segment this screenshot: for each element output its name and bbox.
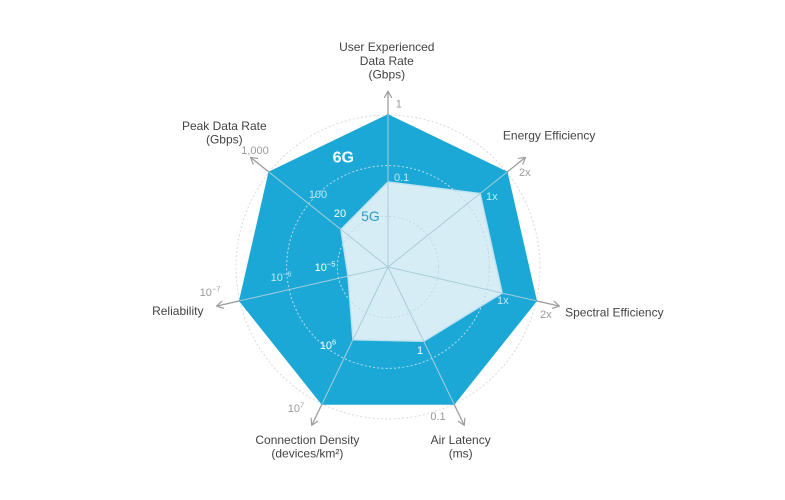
svg-text:User Experienced: User Experienced [339, 40, 434, 54]
svg-text:(ms): (ms) [449, 447, 473, 461]
svg-text:1x: 1x [486, 191, 498, 203]
svg-text:100: 100 [309, 189, 327, 201]
svg-text:Spectral Efficiency: Spectral Efficiency [565, 305, 664, 319]
svg-text:0.1: 0.1 [430, 411, 445, 423]
svg-text:0.1: 0.1 [394, 172, 409, 184]
svg-text:Peak Data Rate: Peak Data Rate [182, 119, 267, 133]
svg-text:2x: 2x [519, 167, 531, 179]
svg-text:Energy Efficiency: Energy Efficiency [503, 129, 596, 143]
svg-text:(Gbps): (Gbps) [206, 133, 243, 147]
svg-text:20: 20 [334, 208, 346, 220]
svg-text:1: 1 [396, 98, 402, 110]
svg-text:2x: 2x [540, 309, 552, 321]
svg-text:1x: 1x [497, 295, 509, 307]
svg-text:Air Latency: Air Latency [431, 433, 491, 447]
svg-text:Reliability: Reliability [152, 304, 203, 318]
svg-text:1,000: 1,000 [241, 145, 269, 157]
svg-text:Data Rate: Data Rate [360, 54, 414, 68]
svg-text:(Gbps): (Gbps) [368, 68, 405, 82]
svg-text:(devices/km²): (devices/km²) [271, 447, 343, 461]
svg-text:1: 1 [417, 345, 423, 357]
svg-text:5G: 5G [361, 208, 380, 224]
svg-text:Connection Density: Connection Density [255, 433, 359, 447]
svg-text:6G: 6G [333, 149, 354, 166]
